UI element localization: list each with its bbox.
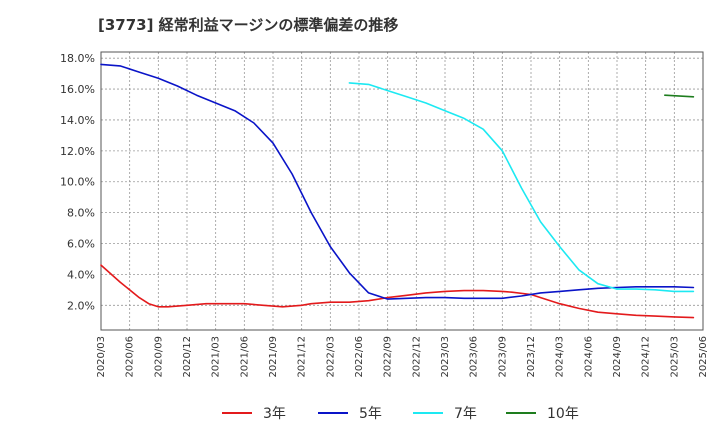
y-tick-label: 12.0%: [60, 145, 95, 158]
y-tick-label: 10.0%: [60, 176, 95, 189]
plot-frame: [100, 51, 704, 331]
x-tick-label: 2024/03: [555, 336, 566, 378]
x-tick-label: 2022/06: [354, 336, 365, 378]
y-tick-label: 18.0%: [60, 52, 95, 65]
y-axis-ticks: 2.0% 4.0% 6.0% 8.0% 10.0% 12.0% 14.0% 16.0% 18.0…: [60, 52, 95, 312]
x-tick-label: 2022/03: [325, 336, 336, 378]
x-tick-label: 2021/12: [297, 336, 308, 378]
x-tick-label: 2023/09: [497, 336, 508, 378]
y-tick-label: 16.0%: [60, 83, 95, 96]
series-line-2: [100, 63, 695, 300]
legend-label: 3年: [263, 406, 286, 422]
x-tick-label: 2020/12: [182, 336, 193, 378]
legend-label: 10年: [547, 406, 579, 422]
x-tick-label: 2023/12: [526, 336, 537, 378]
grid-lines: [101, 52, 703, 330]
y-tick-label: 6.0%: [67, 238, 95, 251]
x-tick-label: 2024/12: [641, 336, 652, 378]
legend-label: 5年: [359, 406, 382, 422]
chart-title: [3773] 経常利益マージンの標準偏差の推移: [98, 16, 399, 34]
x-tick-label: 2021/06: [239, 336, 250, 378]
x-axis-ticks: 2020/03 2020/06 2020/09 2020/12 2021/03 2021/…: [96, 336, 709, 378]
x-tick-label: 2025/06: [698, 336, 709, 378]
series-line-4: [663, 94, 695, 98]
x-tick-label: 2020/03: [96, 336, 107, 378]
x-tick-label: 2024/06: [583, 336, 594, 378]
y-tick-label: 8.0%: [67, 207, 95, 220]
x-tick-label: 2025/03: [669, 336, 680, 378]
series-line-1: [100, 264, 695, 319]
series-line-3: [348, 82, 695, 293]
y-tick-label: 2.0%: [67, 299, 95, 312]
x-tick-label: 2023/03: [440, 336, 451, 378]
x-tick-label: 2023/06: [469, 336, 480, 378]
x-tick-label: 2022/12: [411, 336, 422, 378]
x-tick-label: 2022/09: [383, 336, 394, 378]
x-tick-label: 2021/09: [268, 336, 279, 378]
series-lines: [100, 63, 695, 319]
legend: 3年 5年 7年 10年: [222, 406, 579, 422]
y-tick-label: 4.0%: [67, 268, 95, 281]
x-tick-label: 2020/09: [153, 336, 164, 378]
x-tick-label: 2021/03: [211, 336, 222, 378]
legend-label: 7年: [454, 406, 477, 422]
x-tick-label: 2020/06: [125, 336, 136, 378]
x-tick-label: 2024/09: [612, 336, 623, 378]
y-tick-label: 14.0%: [60, 114, 95, 127]
